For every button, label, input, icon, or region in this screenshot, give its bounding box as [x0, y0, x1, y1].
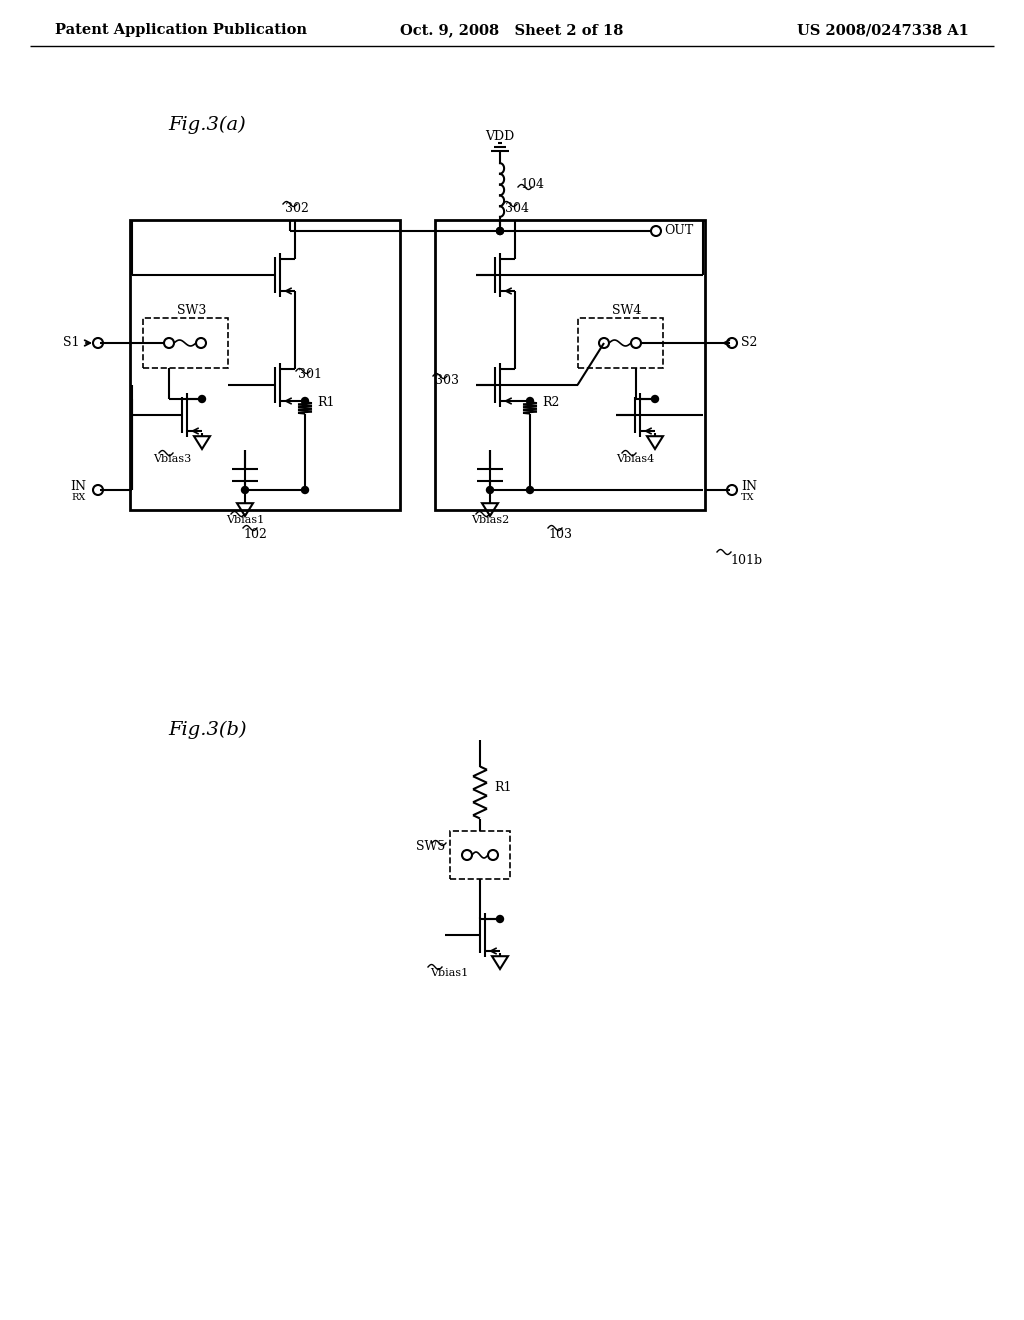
Bar	[142, 318, 227, 368]
Text: 101b: 101b	[730, 553, 762, 566]
Text: 302: 302	[285, 202, 309, 214]
Text: 102: 102	[243, 528, 267, 540]
Text: 303: 303	[435, 374, 459, 387]
Text: Vbias2: Vbias2	[471, 515, 509, 525]
Circle shape	[242, 487, 249, 494]
Text: Vbias1: Vbias1	[226, 515, 264, 525]
Text: Vbias1: Vbias1	[430, 968, 468, 978]
Bar	[435, 220, 705, 510]
Text: Oct. 9, 2008   Sheet 2 of 18: Oct. 9, 2008 Sheet 2 of 18	[400, 22, 624, 37]
Circle shape	[526, 487, 534, 494]
Text: TX: TX	[741, 492, 755, 502]
Text: 103: 103	[548, 528, 572, 540]
Text: US 2008/0247338 A1: US 2008/0247338 A1	[797, 22, 969, 37]
Bar	[450, 832, 510, 879]
Text: SW4: SW4	[612, 304, 641, 317]
Text: 104: 104	[520, 177, 544, 190]
Text: SW3: SW3	[177, 304, 207, 317]
Circle shape	[497, 227, 504, 235]
Circle shape	[199, 396, 206, 403]
Text: OUT: OUT	[664, 224, 693, 238]
Text: VDD: VDD	[485, 131, 515, 144]
Text: Fig.3(b): Fig.3(b)	[168, 721, 247, 739]
Circle shape	[526, 397, 534, 404]
Text: Patent Application Publication: Patent Application Publication	[55, 22, 307, 37]
Text: Fig.3(a): Fig.3(a)	[168, 116, 246, 135]
Circle shape	[497, 916, 504, 923]
Text: Vbias4: Vbias4	[615, 454, 654, 465]
Text: R2: R2	[542, 396, 559, 409]
Circle shape	[497, 227, 504, 235]
Text: S1: S1	[63, 337, 80, 350]
Text: IN: IN	[70, 479, 86, 492]
Text: Vbias3: Vbias3	[153, 454, 191, 465]
Text: S2: S2	[741, 337, 758, 350]
Bar	[578, 318, 663, 368]
Text: R1: R1	[317, 396, 335, 409]
Text: R1: R1	[494, 781, 512, 795]
Text: RX: RX	[72, 492, 86, 502]
Text: IN: IN	[741, 479, 757, 492]
Text: 304: 304	[505, 202, 529, 214]
Circle shape	[651, 396, 658, 403]
Bar	[130, 220, 400, 510]
Circle shape	[486, 487, 494, 494]
Text: SW5: SW5	[416, 841, 445, 854]
Text: 301: 301	[298, 368, 322, 381]
Circle shape	[301, 397, 308, 404]
Circle shape	[301, 487, 308, 494]
